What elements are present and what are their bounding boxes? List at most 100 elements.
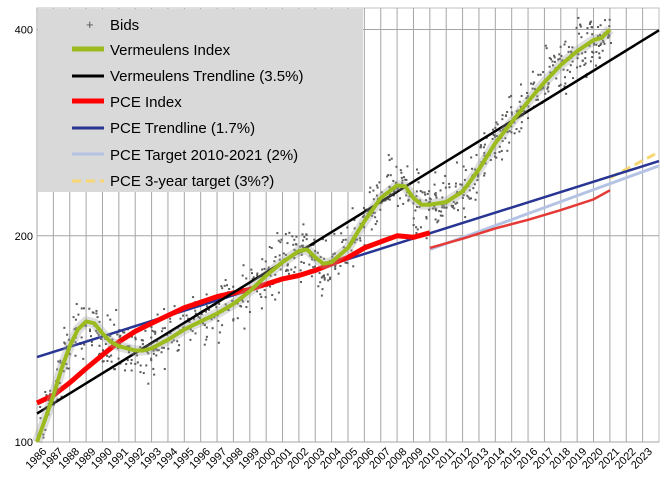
bid-point [545,47,548,50]
bid-point [252,276,255,279]
bid-point [506,149,509,152]
bid-point [577,16,580,19]
bid-point [157,349,160,352]
bid-point [279,241,282,244]
bid-point [580,36,583,39]
bid-point [362,207,365,210]
bid-point [329,276,332,279]
bid-point [260,307,263,310]
bid-point [589,60,592,63]
bid-point [548,57,551,60]
bid-point [564,76,567,79]
bid-point [441,214,444,217]
bid-point [334,267,337,270]
bid-point [150,326,153,329]
bid-point [384,199,387,202]
bid-point [205,326,208,329]
bid-point [483,143,486,146]
bid-point [39,406,42,409]
bid-point [594,64,597,67]
bid-point [542,86,545,89]
bid-point [424,193,427,196]
bid-point [187,317,190,320]
bid-point [96,331,99,334]
bid-point [101,360,104,363]
bid-point [323,257,326,260]
bid-point [404,178,407,181]
bid-point [588,23,591,26]
bid-point [434,194,437,197]
bid-point [80,347,83,350]
bid-point [170,341,173,344]
bid-point [299,245,302,248]
bid-point [600,42,603,45]
bid-point [476,175,479,178]
bid-point [607,35,610,38]
bid-point [397,186,400,189]
legend-label-pce-3yr-target: PCE 3-year target (3%?) [110,173,274,190]
bid-point [182,314,185,317]
bid-point [351,207,354,210]
bid-point [353,241,356,244]
bid-point [75,303,78,306]
bid-point [504,137,507,140]
bid-point [98,320,101,323]
bid-point [100,337,103,340]
bid-point [73,328,76,331]
bid-point [218,302,221,305]
bid-point [417,181,420,184]
bid-point [49,389,52,392]
bid-point [519,83,522,86]
bid-point [339,264,342,267]
bid-point [142,372,145,375]
bid-point [215,306,218,309]
bid-point [483,174,486,177]
bid-point [263,289,266,292]
bid-point [578,23,581,26]
bid-point [221,324,224,327]
bid-point [82,307,85,310]
bid-point [340,232,343,235]
bid-point [88,307,91,310]
bid-point [496,123,499,126]
bid-point [334,265,337,268]
bid-point [301,244,304,247]
bid-point [421,191,424,194]
bid-point [301,246,304,249]
bid-point [518,130,521,133]
bid-point [136,354,139,357]
bid-point [557,58,560,61]
bid-point [392,179,395,182]
bid-point [456,201,459,204]
bid-point [558,57,561,60]
bid-point [599,44,602,47]
bid-point [407,199,410,202]
bid-point [277,291,280,294]
bid-point [428,190,431,193]
bid-point [602,40,605,43]
bid-point [311,258,314,261]
bid-point [200,313,203,316]
bid-point [123,331,126,334]
bid-point [537,73,540,76]
bid-point [242,300,245,303]
bid-point [327,279,330,282]
bid-point [461,196,464,199]
bid-point [584,51,587,54]
bid-point [536,98,539,101]
bid-point [581,52,584,55]
bid-point [250,268,253,271]
bid-point [39,417,42,420]
bid-point [468,189,471,192]
bid-point [245,277,248,280]
bid-point [588,44,591,47]
bid-point [124,369,127,372]
bid-point [108,355,111,358]
bid-point [549,71,552,74]
bid-point [224,303,227,306]
bid-point [425,217,428,220]
bid-point [90,340,93,343]
bid-point [300,280,303,283]
bid-point [321,275,324,278]
bid-point [483,172,486,175]
